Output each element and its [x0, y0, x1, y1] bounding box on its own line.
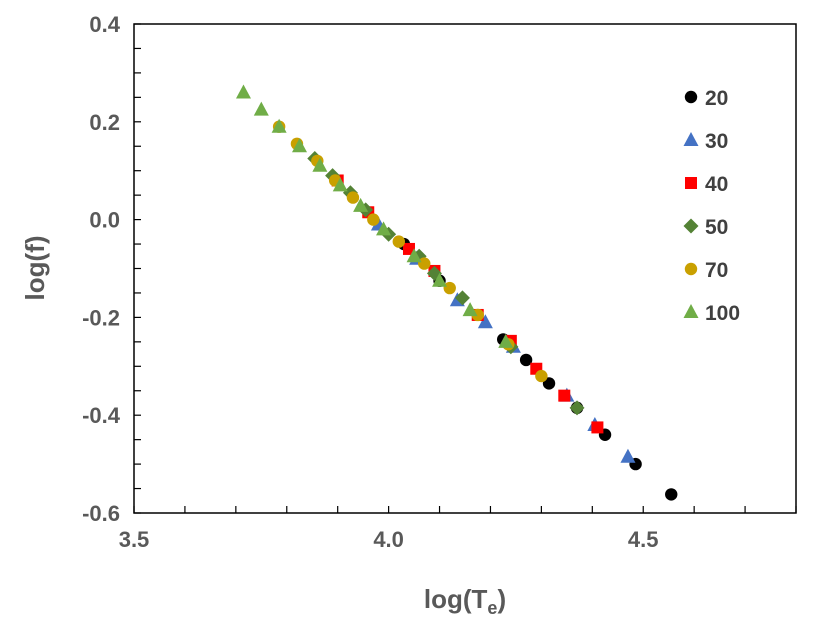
point-series-30 — [620, 448, 636, 463]
x-axis-ticks: 3.5 4.0 4.5 — [119, 506, 797, 552]
legend-marker-70 — [684, 262, 698, 276]
point-series-100 — [353, 197, 369, 212]
legend-marker-20 — [684, 90, 698, 104]
point-series-100 — [235, 84, 251, 99]
point-series-70 — [367, 213, 380, 226]
point-series-70 — [535, 369, 548, 383]
legend: 20 30 40 50 70 100 — [683, 87, 740, 325]
legend-marker-100 — [683, 304, 699, 318]
point-series-100 — [312, 157, 328, 172]
point-series-70 — [443, 281, 456, 295]
point-series-100 — [271, 118, 287, 133]
point-series-20 — [665, 488, 678, 501]
point-series-20 — [519, 353, 533, 367]
legend-label: 30 — [705, 130, 728, 153]
x-tick-label: 4.0 — [373, 527, 404, 552]
point-series-70 — [392, 235, 405, 248]
legend-label: 20 — [705, 87, 728, 110]
legend-label: 50 — [705, 216, 728, 239]
data-points — [235, 84, 678, 501]
legend-marker-40 — [685, 177, 697, 189]
y-tick-label: 0.0 — [89, 208, 120, 233]
point-series-100 — [292, 138, 307, 153]
point-series-50 — [569, 400, 585, 416]
legend-marker-50 — [683, 218, 699, 234]
legend-marker-30 — [683, 132, 699, 146]
point-series-40 — [558, 389, 571, 402]
point-series-70 — [346, 191, 360, 204]
point-series-20 — [542, 377, 556, 390]
y-tick-label: -0.2 — [82, 305, 120, 330]
y-tick-label: 0.4 — [89, 12, 120, 37]
point-series-100 — [376, 221, 392, 236]
y-tick-label: -0.4 — [82, 403, 121, 428]
x-tick-label: 4.5 — [628, 527, 659, 552]
point-series-100 — [462, 302, 478, 317]
x-tick-label: 3.5 — [119, 527, 150, 552]
point-series-50 — [454, 290, 470, 306]
point-series-100 — [498, 333, 514, 348]
point-series-70 — [418, 257, 431, 270]
point-series-30 — [477, 314, 493, 329]
legend-label: 40 — [705, 173, 728, 196]
y-tick-label: -0.6 — [82, 501, 120, 526]
y-axis-ticks: 0.4 0.2 0.0 -0.2 -0.4 -0.6 — [82, 12, 141, 526]
legend-label: 100 — [705, 302, 740, 325]
legend-label: 70 — [705, 259, 728, 282]
point-series-40 — [402, 242, 415, 255]
x-axis-title: log(Te) — [424, 584, 506, 618]
y-tick-label: 0.2 — [89, 110, 120, 135]
y-axis-title: log(f) — [20, 236, 50, 301]
point-series-100 — [406, 248, 422, 263]
point-series-40 — [591, 421, 604, 434]
point-series-100 — [432, 272, 448, 287]
point-series-100 — [332, 177, 348, 192]
point-series-100 — [253, 101, 269, 116]
